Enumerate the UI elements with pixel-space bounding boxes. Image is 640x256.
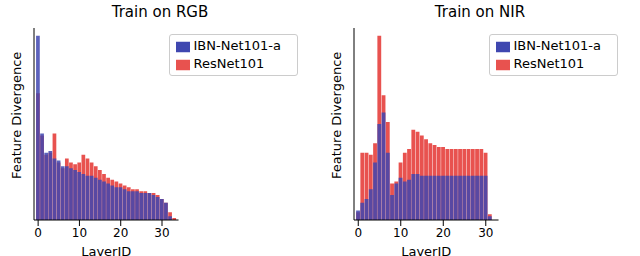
html-text:Train on NIR: Train on NIR <box>434 3 526 21</box>
svg-text:Feature Divergence: Feature Divergence <box>329 52 344 179</box>
svg-text:0: 0 <box>34 226 42 240</box>
svg-text:Feature Divergence: Feature Divergence <box>9 52 24 179</box>
svg-text:30: 30 <box>478 226 493 240</box>
svg-text:30: 30 <box>154 226 169 240</box>
html-text:ResNet101: ResNet101 <box>513 56 585 71</box>
html-text:IBN-Net101-a: IBN-Net101-a <box>193 38 281 53</box>
svg-text:10: 10 <box>393 226 408 240</box>
html-text:IBN-Net101-a: IBN-Net101-a <box>513 38 601 53</box>
svg-text:10: 10 <box>72 226 87 240</box>
svg-text:0: 0 <box>354 226 362 240</box>
html-text:Train on RGB: Train on RGB <box>111 3 209 21</box>
svg-text:LayerID: LayerID <box>81 244 131 256</box>
svg-text:LayerID: LayerID <box>401 244 451 256</box>
html-text:ResNet101: ResNet101 <box>193 56 265 71</box>
svg-text:20: 20 <box>436 226 451 240</box>
svg-text:20: 20 <box>113 226 128 240</box>
